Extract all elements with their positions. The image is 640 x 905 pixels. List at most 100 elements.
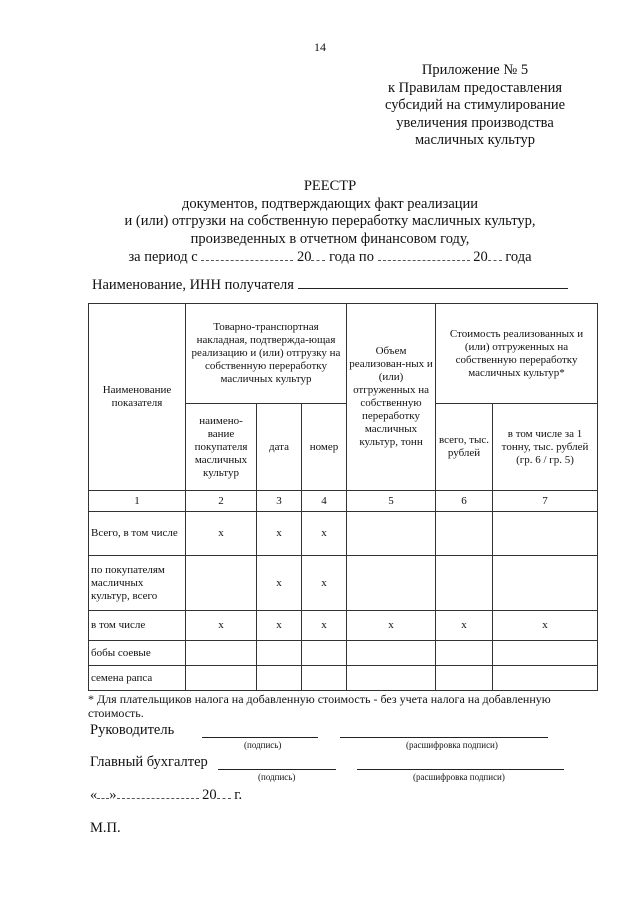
decode-caption: (расшифровка подписи) xyxy=(406,740,498,750)
date-year-prefix: 20 xyxy=(202,787,217,803)
table-cell[interactable]: x xyxy=(300,610,348,641)
table-cell[interactable] xyxy=(346,640,437,666)
header-cost: Стоимость реализованных и (или) отгружен… xyxy=(435,303,599,404)
signature-caption: (подпись) xyxy=(244,740,282,750)
table-cell[interactable] xyxy=(492,640,599,666)
registry-table: Наименование показателя Товарно-транспор… xyxy=(88,303,599,691)
table-row: по покупателям масличных культур, всего … xyxy=(88,555,599,611)
table-cell[interactable] xyxy=(435,555,494,611)
table-cell[interactable]: x xyxy=(256,610,302,641)
row-label: бобы соевые xyxy=(88,640,186,666)
table-cell[interactable]: x xyxy=(185,511,257,556)
period-end-field[interactable] xyxy=(377,248,470,261)
table-cell[interactable] xyxy=(256,665,302,691)
document-title: РЕЕСТР документов, подтверждающих факт р… xyxy=(60,178,600,267)
table-cell[interactable]: x xyxy=(346,610,437,641)
column-number: 1 xyxy=(88,490,186,512)
table-cell[interactable] xyxy=(492,511,599,556)
title-heading: РЕЕСТР xyxy=(303,178,357,194)
column-numbers-row: 1 2 3 4 5 6 7 xyxy=(88,490,599,512)
header-cost-total: всего, тыс. рублей xyxy=(435,403,494,491)
period-prefix: за период с xyxy=(128,249,198,265)
row-label: в том числе xyxy=(88,610,186,641)
row-label: по покупателям масличных культур, всего xyxy=(88,555,186,611)
table-cell[interactable] xyxy=(346,511,437,556)
year-field[interactable] xyxy=(216,786,231,799)
header-number: номер xyxy=(300,403,348,491)
table-cell[interactable] xyxy=(185,640,257,666)
table-cell[interactable]: x xyxy=(256,511,302,556)
annex-line: субсидий на стимулирование xyxy=(384,97,566,113)
accountant-label: Главный бухгалтер xyxy=(90,754,208,770)
period-line: за период с 20 года по 20 года xyxy=(60,248,600,267)
table-row: бобы соевые xyxy=(88,640,599,666)
column-number: 6 xyxy=(435,490,494,512)
table-cell[interactable] xyxy=(492,665,599,691)
title-line: документов, подтверждающих факт реализац… xyxy=(181,195,479,212)
header-volume: Объем реализован-ных и (или) отгруженных… xyxy=(346,303,437,491)
table-cell[interactable] xyxy=(346,665,437,691)
annex-line: Приложение № 5 xyxy=(421,62,529,78)
head-decode-field[interactable] xyxy=(340,723,548,738)
table-cell[interactable] xyxy=(256,640,302,666)
table-cell[interactable]: x xyxy=(435,610,494,641)
table-row: семена рапса xyxy=(88,665,599,691)
header-cost-per-ton: в том числе за 1 тонну, тыс. рублей (гр.… xyxy=(492,403,599,491)
year-field[interactable] xyxy=(487,248,502,261)
table-cell[interactable] xyxy=(185,665,257,691)
accountant-signature-field[interactable] xyxy=(218,755,336,770)
table-cell[interactable] xyxy=(300,640,348,666)
table-cell[interactable]: x xyxy=(185,610,257,641)
annex-line: масличных культур xyxy=(414,132,535,148)
head-signature-field[interactable] xyxy=(202,723,318,738)
table-cell[interactable] xyxy=(492,555,599,611)
title-line: и (или) отгрузки на собственную перерабо… xyxy=(124,213,536,229)
annex-heading: Приложение № 5 к Правилам предоставления… xyxy=(330,62,620,150)
table-cell[interactable] xyxy=(346,555,437,611)
footnote: * Для плательщиков налога на добавленную… xyxy=(88,692,551,720)
table-cell[interactable]: x xyxy=(492,610,599,641)
year-prefix: 20 xyxy=(296,249,312,265)
date-line: « » 20 г. xyxy=(90,786,242,804)
title-line: произведенных в отчетном финансовом году… xyxy=(190,230,470,247)
stamp-place: М.П. xyxy=(90,820,121,836)
head-label: Руководитель xyxy=(90,722,175,738)
header-buyer: наимено-вание покупателя масличных культ… xyxy=(185,403,257,491)
table-cell[interactable] xyxy=(435,665,494,691)
table-cell[interactable] xyxy=(435,511,494,556)
decode-caption: (расшифровка подписи) xyxy=(413,772,505,782)
annex-line: увеличения производства xyxy=(396,114,554,131)
date-open-quote: « xyxy=(90,787,98,803)
row-label: семена рапса xyxy=(88,665,186,691)
table-cell[interactable]: x xyxy=(300,511,348,556)
table-row: Всего, в том числе x x x xyxy=(88,511,599,556)
day-field[interactable] xyxy=(97,786,110,799)
recipient-row: Наименование, ИНН получателя xyxy=(92,276,568,294)
period-start-field[interactable] xyxy=(201,248,294,261)
date-suffix: г. xyxy=(234,787,243,803)
annex-line: к Правилам предоставления xyxy=(387,79,563,96)
table-cell[interactable] xyxy=(435,640,494,666)
column-number: 2 xyxy=(185,490,257,512)
month-field[interactable] xyxy=(116,786,199,799)
year-suffix: года по xyxy=(329,249,374,265)
column-number: 7 xyxy=(492,490,599,512)
column-number: 3 xyxy=(256,490,302,512)
year-field[interactable] xyxy=(311,248,326,261)
signature-caption: (подпись) xyxy=(258,772,296,782)
table-cell[interactable] xyxy=(185,555,257,611)
column-number: 4 xyxy=(300,490,348,512)
recipient-field[interactable] xyxy=(297,276,568,289)
header-indicator: Наименование показателя xyxy=(88,303,186,491)
table-cell[interactable]: x xyxy=(256,555,302,611)
column-number: 5 xyxy=(346,490,437,512)
year-prefix: 20 xyxy=(473,249,488,265)
year-suffix: года xyxy=(505,249,532,265)
table-row: в том числе x x x x x x xyxy=(88,610,599,641)
table-cell[interactable]: x xyxy=(300,555,348,611)
recipient-label: Наименование, ИНН получателя xyxy=(92,277,294,293)
accountant-decode-field[interactable] xyxy=(357,755,564,770)
row-label: Всего, в том числе xyxy=(88,511,186,556)
table-cell[interactable] xyxy=(300,665,348,691)
header-waybill: Товарно-транспортная накладная, подтверж… xyxy=(184,303,348,404)
